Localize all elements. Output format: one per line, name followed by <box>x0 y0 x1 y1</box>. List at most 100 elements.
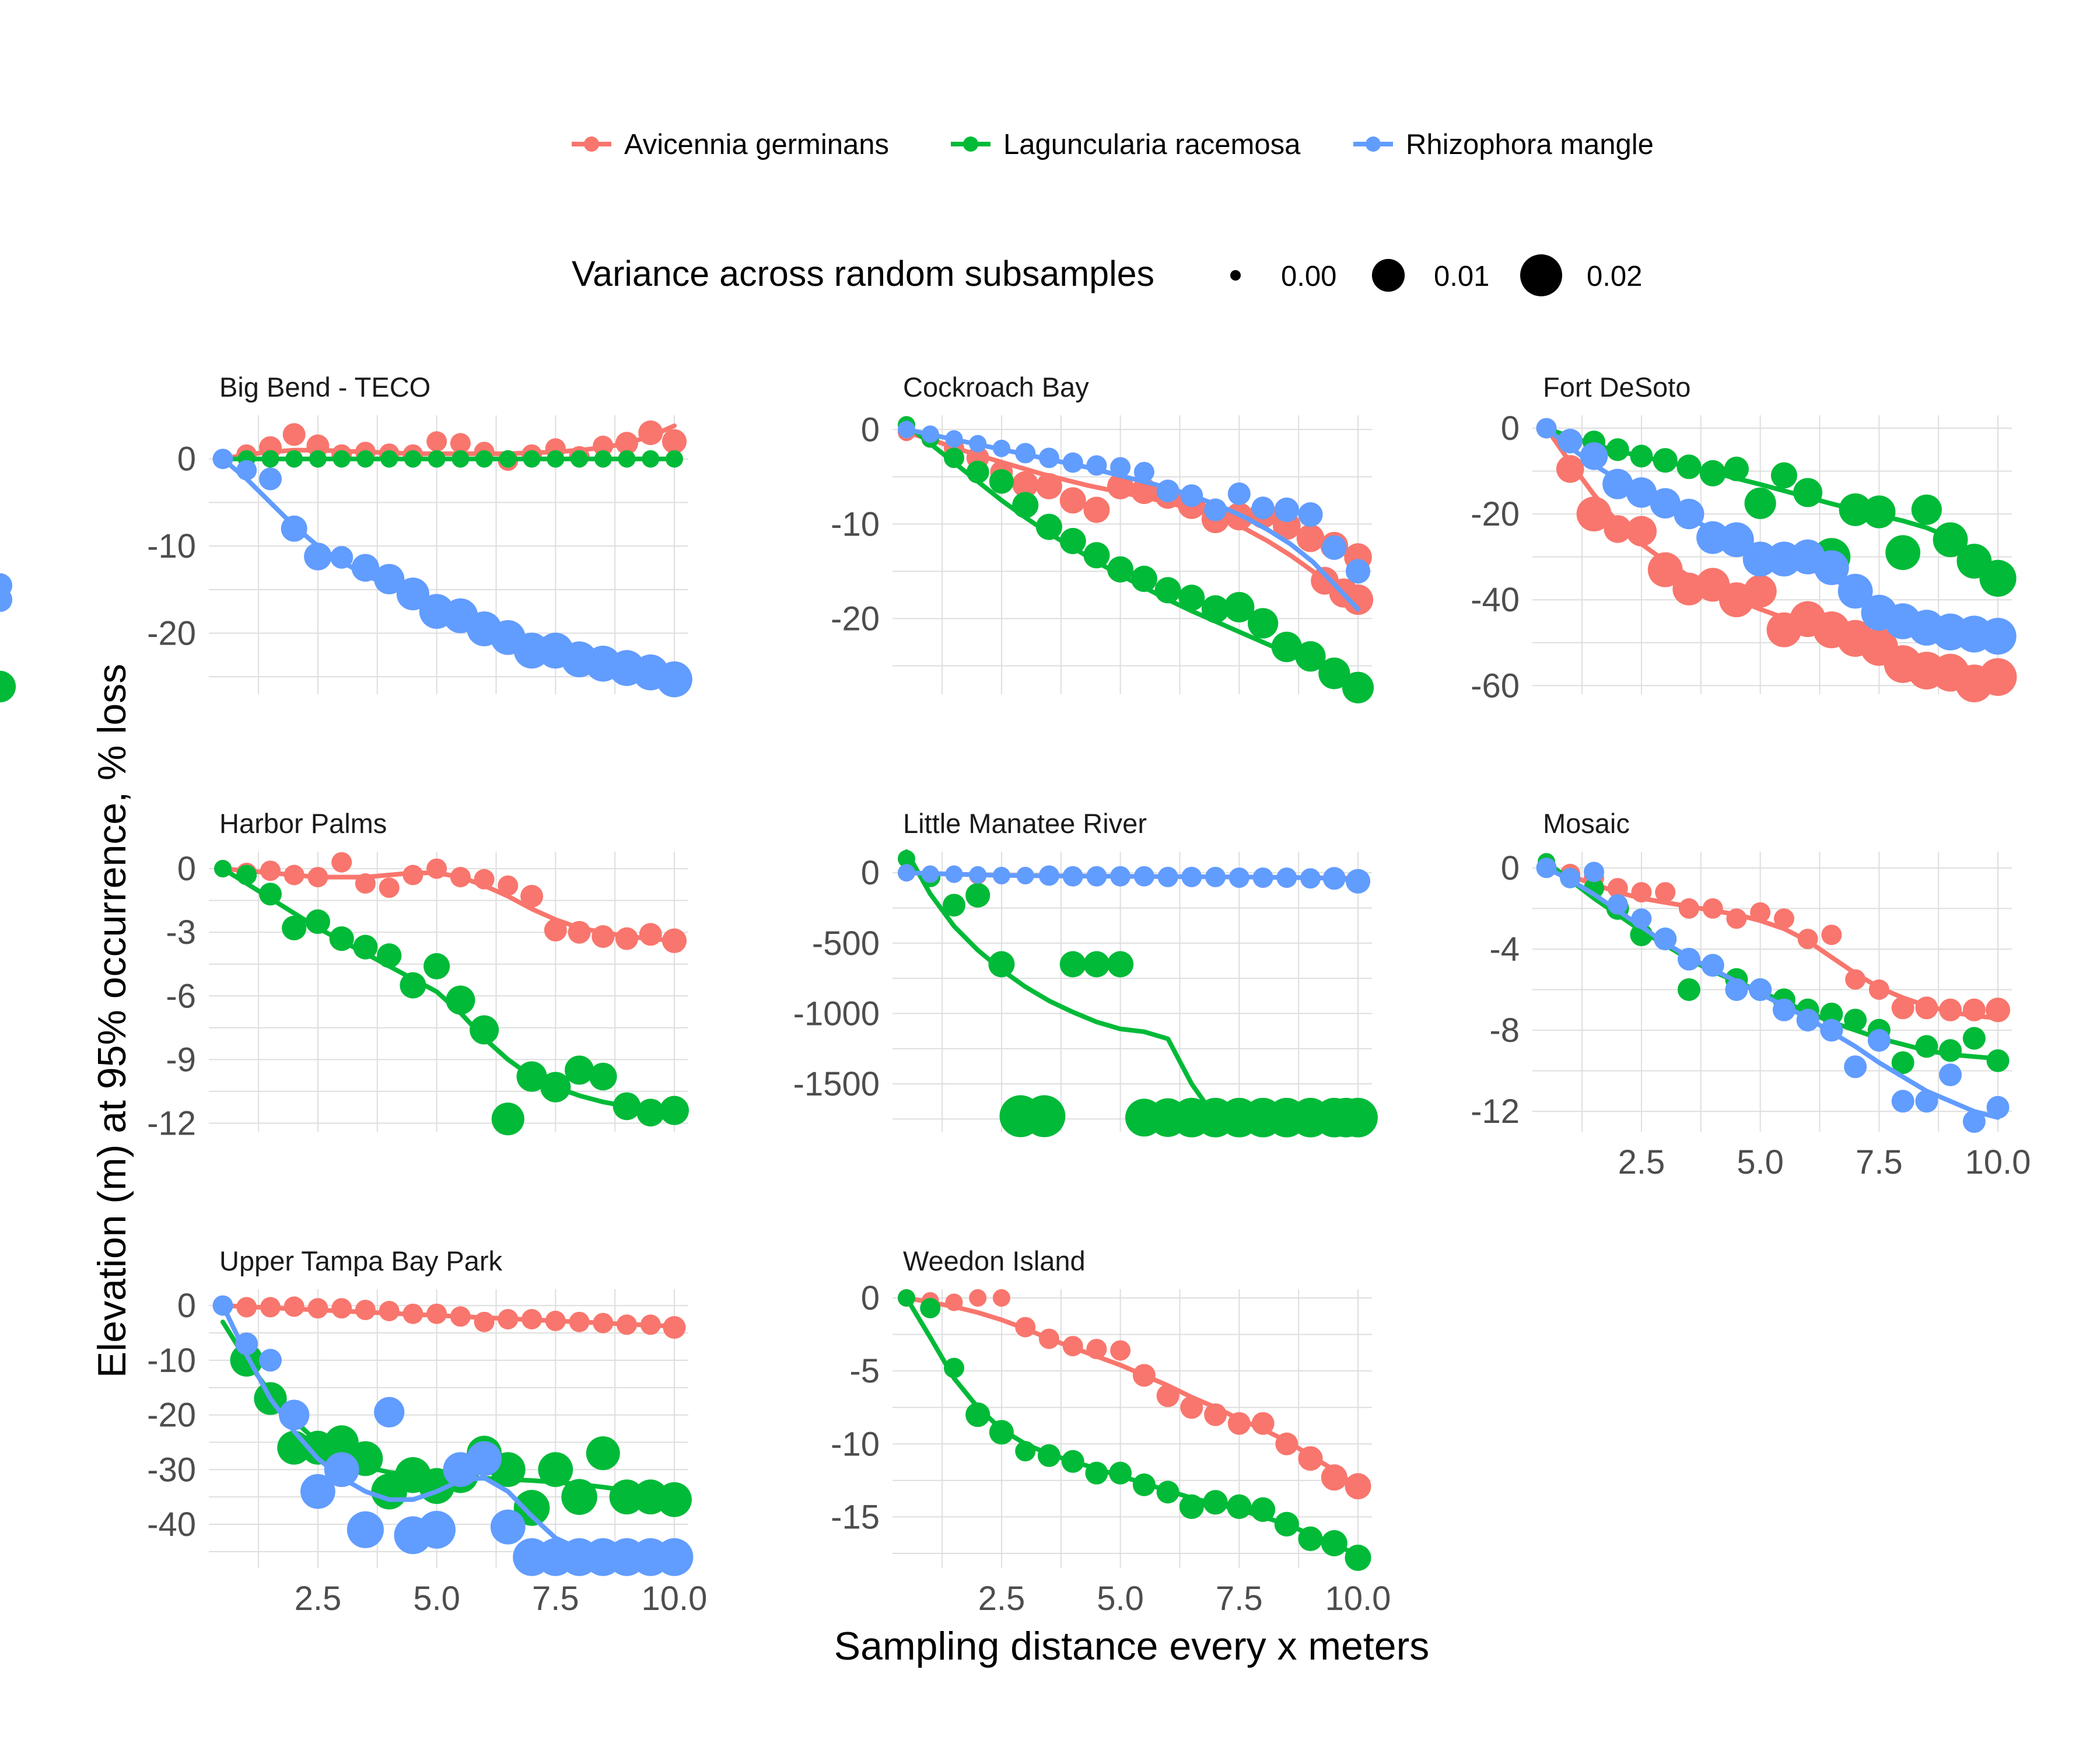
data-point <box>452 450 469 468</box>
x-tick-label: 2.5 <box>295 1580 342 1618</box>
legend-label: Laguncularia racemosa <box>1003 129 1301 160</box>
panel-title: Big Bend - TECO <box>219 372 430 402</box>
data-point <box>260 860 281 881</box>
data-point <box>1203 1490 1228 1514</box>
data-point <box>282 916 306 940</box>
data-point <box>1297 524 1325 552</box>
data-point <box>1110 866 1130 887</box>
data-point <box>1771 463 1797 489</box>
data-point <box>1321 1530 1348 1556</box>
data-point <box>1300 868 1321 888</box>
size-legend-label: 0.01 <box>1434 261 1489 292</box>
data-point <box>379 1301 400 1321</box>
legend-item-laguncularia-racemosa[interactable]: Laguncularia racemosa <box>951 129 1301 160</box>
data-point <box>1963 1027 1986 1050</box>
data-point <box>450 1306 471 1326</box>
data-point <box>1560 868 1580 888</box>
data-point <box>965 1402 990 1427</box>
data-point <box>1987 1096 2010 1119</box>
legend-item-avicennia-germinans[interactable]: Avicennia germinans <box>572 129 889 160</box>
data-point <box>662 429 687 454</box>
data-point <box>1724 457 1749 481</box>
data-point <box>498 876 518 896</box>
data-point <box>1608 894 1628 915</box>
data-point <box>1774 908 1794 929</box>
y-tick-label: -4 <box>1489 930 1520 968</box>
data-point <box>1083 497 1110 523</box>
data-point <box>943 894 965 916</box>
y-tick-label: 0 <box>861 1279 880 1317</box>
data-point <box>1798 929 1818 949</box>
data-point <box>1085 1462 1108 1485</box>
size-legend-title: Variance across random subsamples <box>572 254 1154 293</box>
data-point <box>1892 996 1915 1019</box>
data-point <box>1133 1474 1156 1496</box>
y-tick-label: 0 <box>1501 849 1520 887</box>
data-point <box>1584 862 1604 882</box>
data-point <box>213 1296 233 1316</box>
data-point <box>1107 556 1133 583</box>
panel-little-manatee-river: Little Manatee River0-500-1000-1500 <box>793 808 1378 1138</box>
data-point <box>1180 1396 1203 1419</box>
legend-item-rhizophora-mangle[interactable]: Rhizophora mangle <box>1353 129 1654 160</box>
panel-title: Little Manatee River <box>903 808 1147 839</box>
data-point <box>1109 1462 1132 1485</box>
data-point <box>1155 577 1181 603</box>
data-point <box>1606 438 1629 461</box>
data-point <box>1107 951 1133 978</box>
y-tick-label: 0 <box>177 1287 196 1325</box>
data-point <box>589 1063 617 1091</box>
data-point <box>1744 575 1777 607</box>
data-point <box>988 951 1014 978</box>
data-point <box>967 461 989 484</box>
y-tick-label: -15 <box>831 1498 880 1536</box>
data-point <box>1228 482 1251 505</box>
data-point <box>450 867 471 887</box>
data-point <box>1342 672 1374 704</box>
data-point <box>561 1479 597 1515</box>
data-point <box>331 852 352 873</box>
data-point <box>259 1349 282 1371</box>
data-point <box>353 935 377 960</box>
y-tick-label: -10 <box>147 1342 196 1380</box>
data-point <box>491 1510 526 1545</box>
y-tick-label: -30 <box>147 1451 196 1489</box>
data-point <box>1678 948 1700 971</box>
data-point <box>1180 1494 1204 1519</box>
data-point <box>1157 1480 1180 1503</box>
size-legend-dot <box>1372 259 1405 292</box>
data-point <box>1252 1412 1275 1435</box>
data-point <box>638 421 663 445</box>
y-tick-label: -20 <box>147 614 196 652</box>
data-point <box>379 877 400 898</box>
data-point <box>613 1093 641 1121</box>
y-tick-label: -10 <box>147 527 196 565</box>
data-point <box>1745 488 1776 519</box>
data-point <box>1134 866 1154 887</box>
y-tick-label: -40 <box>147 1506 196 1544</box>
y-tick-label: -1500 <box>793 1065 880 1103</box>
data-point <box>1012 492 1038 518</box>
data-point <box>1083 951 1110 978</box>
data-point <box>1134 462 1154 482</box>
panel-title: Fort DeSoto <box>1543 372 1690 402</box>
data-point <box>1536 418 1557 439</box>
panel-big-bend-teco: Big Bend - TECO0-10-20 <box>147 372 692 697</box>
x-tick-label: 5.0 <box>1097 1580 1144 1618</box>
data-point <box>1157 1384 1180 1407</box>
data-point <box>470 1016 499 1045</box>
data-point <box>1158 867 1178 887</box>
panel-fort-desoto: Fort DeSoto 0 -20 -40 -60 <box>1471 372 2017 705</box>
data-point <box>283 423 306 446</box>
y-axis-title: Elevation (m) at 95% occurrence, % loss <box>90 664 134 1378</box>
data-point <box>618 450 636 468</box>
data-point <box>1702 954 1724 977</box>
data-point <box>307 1298 328 1318</box>
size-legend-dot <box>1520 254 1562 296</box>
data-point <box>1023 1096 1065 1138</box>
data-point <box>1275 498 1299 522</box>
data-point <box>1678 978 1700 1001</box>
data-point <box>380 450 398 468</box>
data-point <box>922 425 939 443</box>
data-point <box>969 1289 986 1307</box>
